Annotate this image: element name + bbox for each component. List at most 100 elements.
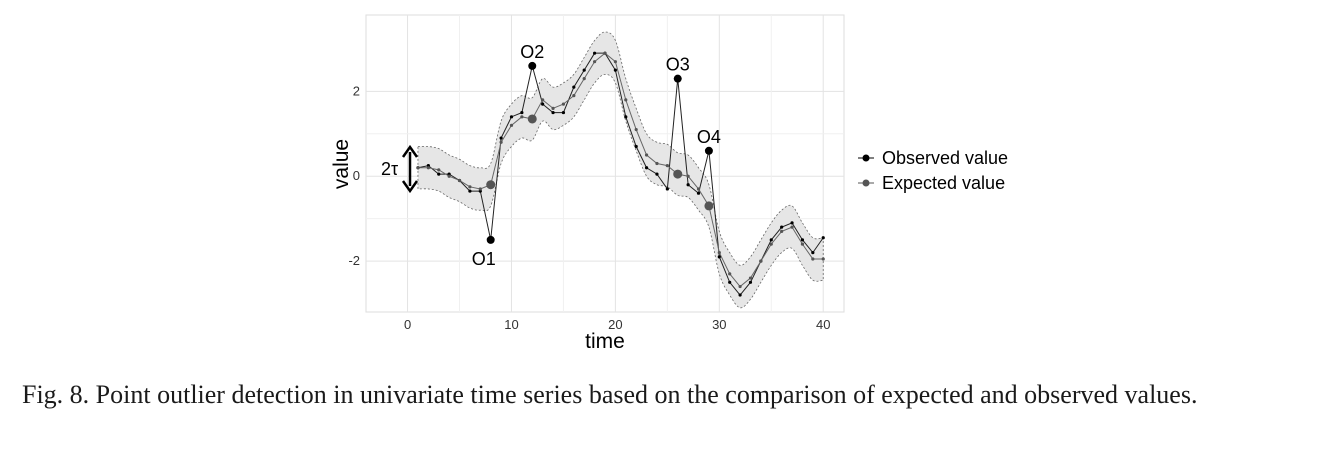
observed-point	[655, 172, 659, 176]
tau-band	[417, 31, 824, 309]
tau-label: 2τ	[381, 159, 398, 179]
y-tick-label: 2	[353, 83, 360, 98]
observed-point	[717, 255, 721, 259]
expected-point	[759, 259, 763, 263]
observed-point	[790, 221, 794, 225]
expected-point	[572, 94, 576, 98]
expected-point	[426, 166, 430, 170]
outlier-label: O1	[472, 249, 496, 269]
observed-point	[644, 166, 649, 170]
expected-outlier-marker	[527, 114, 537, 124]
y-axis-title: value	[330, 139, 353, 189]
y-tick-label: 0	[353, 168, 360, 183]
expected-line	[417, 52, 824, 288]
observed-point	[499, 136, 503, 140]
y-tick-label: -2	[348, 253, 360, 268]
observed-outlier-marker	[704, 146, 713, 155]
observed-point	[665, 187, 669, 191]
expected-point	[644, 153, 649, 157]
expected-point	[738, 284, 742, 289]
observed-point	[437, 172, 441, 176]
expected-point	[821, 257, 825, 261]
observed-point	[509, 115, 514, 119]
observed-point	[821, 236, 825, 240]
outlier-chart: O1 O2 O3 O4 0 10 20 30 40 -2 0 2 time value 2τ Obs…	[330, 14, 1008, 353]
observed-outlier-marker	[486, 235, 495, 244]
x-tick-label: 20	[608, 317, 622, 332]
outlier-label: O2	[520, 42, 544, 62]
series-points	[416, 51, 825, 297]
expected-point	[769, 242, 773, 246]
outlier-label: O3	[666, 55, 690, 75]
observed-point	[738, 293, 742, 297]
expected-point	[593, 60, 597, 64]
figure-caption: Fig. 8. Point outlier detection in univa…	[22, 380, 1198, 409]
tau-arrow-down-icon	[401, 180, 419, 194]
observed-point	[541, 102, 545, 106]
expected-outlier-marker	[704, 201, 714, 211]
expected-point	[655, 161, 659, 166]
observed-point	[811, 251, 815, 255]
expected-point	[509, 123, 514, 127]
legend-observed-label: Observed value	[882, 148, 1008, 168]
observed-point	[613, 68, 617, 72]
legend-expected-label: Expected value	[882, 173, 1005, 193]
expected-point	[582, 77, 586, 81]
x-tick-label: 40	[816, 317, 830, 332]
observed-point	[800, 238, 805, 242]
expected-point	[457, 178, 462, 183]
observed-point	[780, 225, 784, 229]
expected-point	[624, 98, 628, 102]
legend-expected-marker	[862, 179, 870, 187]
x-tick-label: 10	[504, 317, 518, 332]
expected-point	[696, 187, 701, 191]
observed-point	[468, 189, 472, 193]
observed-point	[520, 110, 524, 115]
expected-point	[634, 127, 638, 132]
expected-point	[551, 106, 555, 110]
expected-point	[603, 51, 607, 55]
expected-point	[541, 98, 545, 102]
outlier-annotations: O1 O2 O3 O4	[472, 42, 721, 269]
expected-point	[686, 174, 690, 178]
expected-point	[717, 251, 721, 255]
expected-point	[561, 102, 566, 106]
observed-point	[728, 280, 732, 284]
observed-outlier-marker	[528, 61, 537, 70]
expected-point	[478, 187, 482, 191]
axis-ticks: 0 10 20 30 40 -2 0 2	[348, 83, 830, 332]
tau-indicator: 2τ	[381, 144, 419, 194]
expected-point	[790, 225, 794, 229]
legend-observed-marker	[862, 154, 870, 162]
observed-point	[551, 110, 555, 115]
observed-point	[634, 144, 638, 149]
x-tick-label: 0	[404, 317, 411, 332]
expected-point	[520, 115, 524, 119]
legend: Observed value Expected value	[858, 148, 1008, 193]
expected-point	[437, 168, 441, 172]
observed-point	[572, 85, 576, 89]
observed-point	[769, 238, 773, 242]
observed-point	[582, 68, 586, 72]
expected-point	[728, 272, 732, 276]
series-lines	[417, 52, 824, 296]
expected-point	[468, 185, 472, 189]
observed-point	[748, 280, 753, 284]
observed-point	[593, 51, 597, 55]
observed-line	[417, 52, 824, 296]
observed-outlier-marker	[673, 74, 682, 83]
observed-point	[696, 191, 701, 195]
expected-point	[447, 174, 451, 178]
expected-point	[800, 242, 805, 246]
expected-point	[748, 276, 753, 280]
observed-point	[624, 115, 628, 119]
x-tick-label: 30	[712, 317, 726, 332]
tau-arrow-up-icon	[401, 144, 419, 158]
expected-outlier-marker	[673, 169, 683, 179]
expected-point	[780, 229, 784, 233]
expected-point	[665, 164, 669, 168]
expected-point	[811, 257, 815, 261]
expected-point	[613, 60, 617, 64]
x-axis-title: time	[585, 330, 625, 353]
outlier-label: O4	[697, 127, 721, 147]
